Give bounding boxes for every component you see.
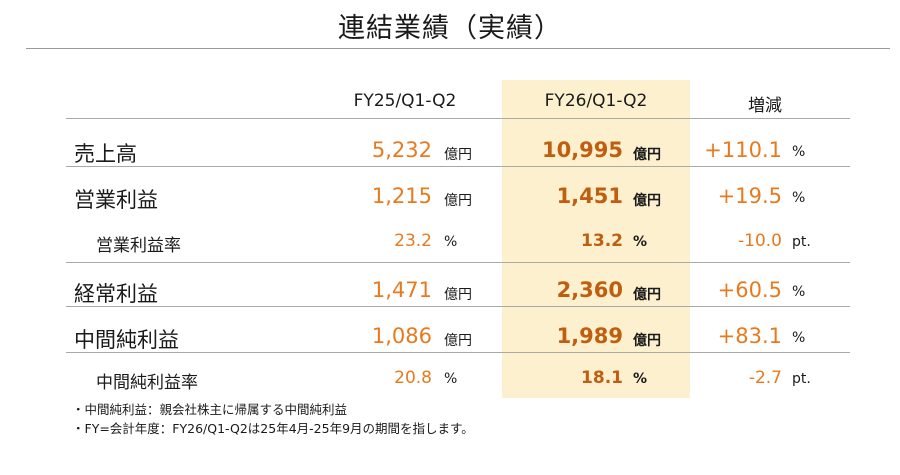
table-row-operating-profit: 営業利益 1,215 億円 1,451 億円 +19.5 % — [0, 176, 900, 222]
fy25-unit: 億円 — [444, 147, 472, 163]
fy25-value: 20.8 — [394, 368, 432, 388]
fy26-unit: 億円 — [633, 193, 661, 209]
footnotes: ・中間純利益：親会社株主に帰属する中間純利益 ・FY=会計年度：FY26/Q1-… — [72, 400, 474, 438]
change-unit: % — [792, 284, 806, 300]
fy25-unit: % — [444, 234, 458, 250]
change-value: +110.1 — [704, 138, 782, 162]
table-row-sales: 売上高 5,232 億円 10,995 億円 +110.1 % — [0, 130, 900, 176]
row-label: 経常利益 — [74, 282, 158, 306]
fy26-value: 2,360 — [556, 278, 623, 302]
fy26-unit: % — [633, 234, 648, 250]
change-unit: % — [792, 144, 806, 160]
fy25-value: 23.2 — [394, 231, 432, 251]
fy25-value: 1,215 — [371, 184, 432, 208]
fy26-value: 1,989 — [556, 324, 623, 348]
fy26-unit: % — [633, 371, 648, 387]
table-row-interim-net-margin: 中間純利益率 20.8 % 18.1 % -2.7 pt. — [0, 358, 900, 404]
change-value: +83.1 — [717, 324, 782, 348]
footnote: ・FY=会計年度：FY26/Q1-Q2は25年4月-25年9月の期間を指します。 — [72, 421, 474, 436]
row-label: 中間純利益率 — [96, 373, 198, 393]
change-value: -10.0 — [738, 231, 782, 251]
change-value: -2.7 — [748, 368, 782, 388]
fy25-value: 1,471 — [371, 278, 432, 302]
change-unit: % — [792, 330, 806, 346]
fy26-value: 13.2 — [581, 231, 623, 251]
row-label: 営業利益 — [74, 188, 158, 212]
row-label: 売上高 — [74, 142, 137, 166]
column-header-fy26: FY26/Q1-Q2 — [544, 91, 648, 111]
fy25-unit: 億円 — [444, 287, 472, 303]
table-divider — [66, 166, 850, 167]
change-unit: pt. — [792, 371, 811, 387]
change-unit: pt. — [792, 234, 811, 250]
table-divider — [66, 306, 850, 307]
fy26-value: 18.1 — [581, 368, 623, 388]
change-value: +19.5 — [717, 184, 782, 208]
fy26-unit: 億円 — [633, 287, 661, 303]
fy25-unit: 億円 — [444, 193, 472, 209]
footnote: ・中間純利益：親会社株主に帰属する中間純利益 — [72, 402, 348, 417]
table-row-interim-net-income: 中間純利益 1,086 億円 1,989 億円 +83.1 % — [0, 316, 900, 362]
table-divider — [66, 352, 850, 353]
fy25-value: 1,086 — [371, 324, 432, 348]
row-label: 営業利益率 — [96, 236, 181, 256]
table-row-ordinary-profit: 経常利益 1,471 億円 2,360 億円 +60.5 % — [0, 270, 900, 316]
fy26-unit: 億円 — [633, 333, 661, 349]
fy26-value: 1,451 — [556, 184, 623, 208]
title-divider — [26, 48, 890, 49]
page-title: 連結業績（実績） — [338, 13, 562, 44]
table-divider — [66, 118, 850, 119]
fy25-unit: 億円 — [444, 333, 472, 349]
row-label: 中間純利益 — [74, 328, 179, 352]
fy26-unit: 億円 — [633, 147, 661, 163]
fy25-unit: % — [444, 371, 458, 387]
change-value: +60.5 — [717, 278, 782, 302]
fy26-column-highlight — [502, 80, 690, 398]
column-header-change: 増減 — [748, 96, 782, 116]
table-row-operating-margin: 営業利益率 23.2 % 13.2 % -10.0 pt. — [0, 220, 900, 266]
column-header-fy25: FY25/Q1-Q2 — [353, 91, 457, 111]
table-divider — [66, 262, 850, 263]
fy26-value: 10,995 — [541, 138, 623, 162]
change-unit: % — [792, 190, 806, 206]
fy25-value: 5,232 — [371, 138, 432, 162]
